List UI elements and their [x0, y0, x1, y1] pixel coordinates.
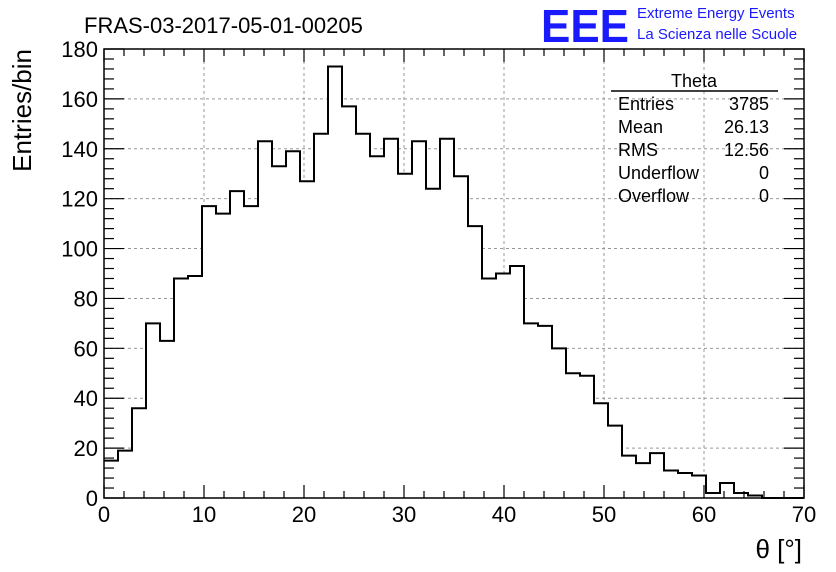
y-tick-label: 180 [61, 37, 98, 62]
stats-label: Underflow [618, 163, 700, 183]
histogram-bars [104, 65, 804, 499]
histogram-bin [566, 373, 580, 498]
histogram-bin [104, 460, 118, 498]
histogram-bin [692, 475, 706, 498]
histogram-bin [678, 473, 692, 498]
histogram-bin [258, 141, 272, 499]
y-tick-label: 120 [61, 187, 98, 212]
histogram-bin [496, 273, 510, 498]
y-tick-label: 0 [86, 486, 98, 511]
histogram-bin [230, 191, 244, 498]
histogram-bin [272, 166, 286, 498]
histogram-bin [594, 403, 608, 498]
y-tick-label: 160 [61, 87, 98, 112]
histogram-bin [580, 375, 594, 498]
histogram-bin [118, 450, 132, 498]
histogram-outline [104, 65, 804, 499]
histogram-bin [314, 133, 328, 499]
x-tick-label: 10 [192, 502, 216, 527]
x-tick-label: 30 [392, 502, 416, 527]
histogram-bin [328, 66, 342, 498]
histogram-bin [636, 463, 650, 498]
logo-line-2: La Scienza nelle Scuole [637, 26, 797, 43]
eee-logo-mark: EEE [541, 0, 629, 52]
histogram-bin [202, 206, 216, 498]
histogram-bin [160, 340, 174, 498]
histogram-bin [650, 453, 664, 498]
stats-value: 0 [759, 186, 769, 206]
x-tick-labels: 0 10 20 30 40 50 60 70 [98, 502, 816, 527]
plot-frame [103, 48, 805, 499]
x-tick-label: 40 [492, 502, 516, 527]
histogram-bin [538, 325, 552, 498]
chart-title: FRAS-03-2017-05-01-00205 [84, 13, 363, 38]
y-tick-label: 140 [61, 137, 98, 162]
histogram-bin [132, 408, 146, 498]
histogram-bin [244, 206, 258, 498]
y-tick-label: 80 [74, 286, 98, 311]
x-tick-label: 50 [592, 502, 616, 527]
x-axis-title: θ [°] [755, 534, 802, 564]
x-tick-label: 20 [292, 502, 316, 527]
stats-box: Theta Entries 3785 Mean 26.13 RMS 12.56 Underf… [611, 71, 778, 206]
y-axis-title: Entries/bin [7, 49, 37, 172]
histogram-bin [706, 493, 720, 498]
histogram-bin [510, 266, 524, 498]
stats-value: 3785 [729, 94, 769, 114]
stats-value: 0 [759, 163, 769, 183]
axis-ticks [103, 48, 805, 499]
stats-label: RMS [618, 140, 658, 160]
stats-value: 26.13 [724, 117, 769, 137]
histogram-bin [748, 495, 762, 498]
x-tick-label: 0 [98, 502, 110, 527]
histogram-bin [664, 470, 678, 498]
histogram-bin [426, 188, 440, 498]
y-tick-label: 40 [74, 386, 98, 411]
histogram-bin [174, 278, 188, 498]
eee-logo: EEE Extreme Energy Events La Scienza nel… [541, 0, 797, 52]
y-tick-label: 20 [74, 436, 98, 461]
histogram-bin [188, 275, 202, 498]
histogram-bin [412, 141, 426, 499]
histogram-bin [552, 348, 566, 498]
histogram-bin [356, 133, 370, 499]
histogram-bin [216, 213, 230, 498]
histogram-bin [468, 226, 482, 498]
stats-rows: Entries 3785 Mean 26.13 RMS 12.56 Underflow 0 Ov… [618, 94, 769, 206]
histogram-bin [342, 106, 356, 498]
y-tick-label: 60 [74, 336, 98, 361]
histogram-bin [384, 138, 398, 499]
histogram-bin [608, 425, 622, 498]
histogram-bin [720, 483, 734, 498]
histogram-bin [454, 176, 468, 498]
y-tick-labels: 0 20 40 60 80 100 120 140 160 180 [61, 37, 98, 511]
histogram-bin [734, 493, 748, 498]
histogram-bin [286, 151, 300, 498]
stats-value: 12.56 [724, 140, 769, 160]
stats-label: Entries [618, 94, 674, 114]
stats-label: Mean [618, 117, 663, 137]
histogram-bin [482, 278, 496, 498]
y-tick-label: 100 [61, 237, 98, 262]
stats-label: Overflow [618, 186, 690, 206]
x-tick-label: 70 [792, 502, 816, 527]
histogram-bin [370, 156, 384, 498]
histogram-bin [146, 323, 160, 498]
logo-line-1: Extreme Energy Events [637, 5, 795, 22]
histogram-bin [398, 173, 412, 498]
stats-title: Theta [671, 71, 718, 91]
histogram-bin [300, 181, 314, 498]
histogram-bin [622, 455, 636, 498]
histogram-bin [440, 138, 454, 499]
x-tick-label: 60 [692, 502, 716, 527]
histogram-bin [524, 323, 538, 498]
